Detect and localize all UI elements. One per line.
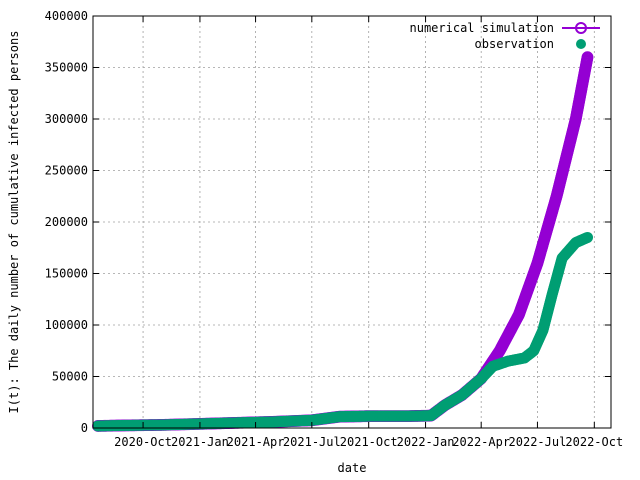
legend-marker-simulation	[575, 22, 587, 34]
legend-label-simulation: numerical simulation	[410, 21, 555, 35]
x-tick-label: 2021-Oct	[340, 435, 398, 449]
y-axis-label: I(t): The daily number of cumulative inf…	[7, 31, 21, 414]
grid	[93, 16, 611, 428]
x-tick-label: 2020-Oct	[114, 435, 172, 449]
y-tick-label: 50000	[52, 370, 88, 384]
series-layer	[92, 51, 594, 432]
x-tick-label: 2022-Jul	[509, 435, 567, 449]
series-1	[92, 231, 594, 432]
y-tick-label: 0	[81, 421, 88, 435]
x-tick-label: 2021-Jan	[171, 435, 229, 449]
y-tick-label: 400000	[45, 9, 88, 23]
legend-marker-observation	[576, 39, 586, 49]
legend-label-observation: observation	[475, 37, 554, 51]
y-tick-label: 350000	[45, 61, 88, 75]
x-tick-label: 2022-Apr	[452, 435, 510, 449]
series-0	[92, 51, 594, 432]
data-point	[582, 231, 594, 243]
y-tick-label: 200000	[45, 215, 88, 229]
ticks: 0 50000 100000 150000 200000 250000 300000 3500…	[45, 9, 624, 449]
legend: numerical simulation observation	[410, 21, 600, 51]
x-tick-label: 2022-Jan	[397, 435, 455, 449]
y-tick-label: 300000	[45, 112, 88, 126]
y-tick-label: 150000	[45, 267, 88, 281]
x-tick-label: 2021-Apr	[227, 435, 285, 449]
x-tick-label: 2021-Jul	[283, 435, 341, 449]
y-tick-label: 100000	[45, 318, 88, 332]
y-tick-label: 250000	[45, 164, 88, 178]
x-tick-label: 2022-Oct	[565, 435, 623, 449]
data-point	[581, 51, 594, 64]
x-axis-label: date	[338, 461, 367, 475]
